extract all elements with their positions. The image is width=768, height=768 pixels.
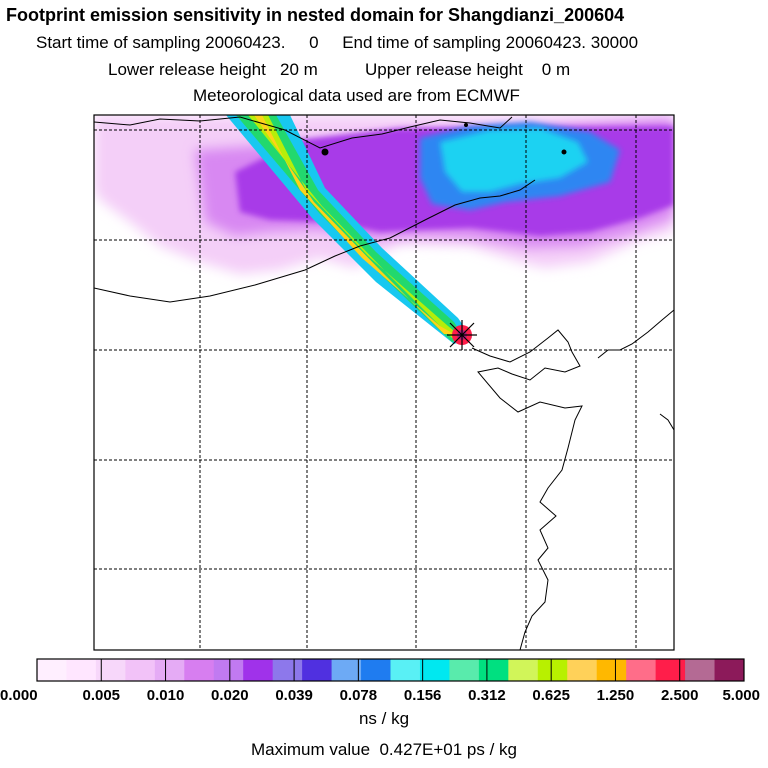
colorbar-cell-11a bbox=[685, 659, 716, 681]
end-time-label: End time of sampling 20060423. 30000 bbox=[342, 33, 639, 52]
colorbar-tick-label-7: 0.312 bbox=[468, 687, 506, 704]
colorbar-cell-5b bbox=[361, 659, 391, 681]
coastline-north bbox=[94, 116, 513, 149]
start-time-value: 0 bbox=[309, 33, 319, 52]
colorbar-tick-label-4: 0.039 bbox=[275, 687, 313, 704]
lower-release-label: Lower release height bbox=[108, 60, 266, 79]
colorbar-cell-7b bbox=[478, 659, 509, 681]
colorbar: 0.000 0.005 0.010 0.020 0.039 0.078 0.156 0.312… bbox=[0, 658, 760, 704]
colorbar-cell-3a bbox=[213, 659, 244, 681]
colorbar-units: ns / kg bbox=[358, 709, 410, 728]
colorbar-cell-2a bbox=[154, 659, 185, 681]
colorbar-cell-11b bbox=[714, 659, 745, 681]
map-area bbox=[93, 114, 675, 651]
colorbar-cell-1b bbox=[125, 659, 156, 681]
colorbar-tick-label-6: 0.156 bbox=[404, 687, 442, 704]
colorbar-tick-label-5: 0.078 bbox=[340, 687, 378, 704]
start-time-label: Start time of sampling 20060423. bbox=[36, 33, 286, 52]
coastline-far-east bbox=[597, 309, 674, 359]
upper-release-value: 0 m bbox=[541, 60, 571, 79]
colorbar-cell-10a bbox=[626, 659, 657, 681]
colorbar-cell-1a bbox=[95, 659, 126, 681]
colorbar-cell-8b bbox=[537, 659, 568, 681]
max-value-note: Maximum value 0.427E+01 ps / kg bbox=[251, 740, 517, 759]
colorbar-cell-10b bbox=[655, 659, 686, 681]
coastlines bbox=[94, 116, 674, 650]
lake-dot-1 bbox=[321, 148, 329, 156]
map-frame bbox=[93, 114, 675, 651]
colorbar-cell-4a bbox=[272, 659, 303, 681]
colorbar-cell-5a bbox=[331, 659, 362, 681]
colorbar-tick-label-11: 5.000 bbox=[722, 687, 760, 704]
colorbar-cell-0b bbox=[66, 659, 97, 681]
coastline-east-inlet bbox=[659, 413, 674, 431]
colorbar-cell-9b bbox=[596, 659, 627, 681]
colorbar-tick-label-3: 0.020 bbox=[211, 687, 249, 704]
colorbar-tick-label-0: 0.000 bbox=[0, 687, 38, 704]
colorbar-cell-8a bbox=[508, 659, 539, 681]
release-heights: Lower release height 20 m Upper release … bbox=[108, 60, 570, 80]
grid-lines bbox=[94, 115, 674, 650]
colorbar-cell-6a bbox=[390, 659, 421, 681]
colorbar-tick-label-10: 2.500 bbox=[661, 687, 699, 704]
receptor-marker bbox=[447, 320, 477, 350]
lake-dot-2 bbox=[464, 123, 468, 127]
field-cyan bbox=[440, 128, 588, 192]
colorbar-cell-6b bbox=[419, 659, 450, 681]
lake-dot-3 bbox=[561, 149, 567, 155]
sampling-times: Start time of sampling 20060423. 0 End t… bbox=[36, 33, 638, 53]
sensitivity-field bbox=[94, 115, 674, 345]
colorbar-cell-4b bbox=[302, 659, 333, 681]
colorbar-cell-2b bbox=[184, 659, 215, 681]
met-data-note: Meteorological data used are from ECMWF bbox=[193, 86, 520, 105]
chart-title: Footprint emission sensitivity in nested… bbox=[6, 5, 625, 25]
coastline-mid bbox=[94, 179, 536, 303]
colorbar-tick-label-1: 0.005 bbox=[82, 687, 120, 704]
coastline-east bbox=[471, 329, 583, 650]
colorbar-cell-3b bbox=[243, 659, 274, 681]
colorbar-cell-9a bbox=[567, 659, 598, 681]
colorbar-tick-label-2: 0.010 bbox=[147, 687, 185, 704]
plume-yellowgreen bbox=[248, 115, 460, 338]
colorbar-cell-0a bbox=[37, 659, 67, 681]
colorbar-cell-7a bbox=[449, 659, 480, 681]
colorbar-tick-label-8: 0.625 bbox=[532, 687, 570, 704]
lower-release-value: 20 m bbox=[280, 60, 318, 79]
colorbar-tick-label-9: 1.250 bbox=[597, 687, 635, 704]
upper-release-label: Upper release height bbox=[365, 60, 523, 79]
